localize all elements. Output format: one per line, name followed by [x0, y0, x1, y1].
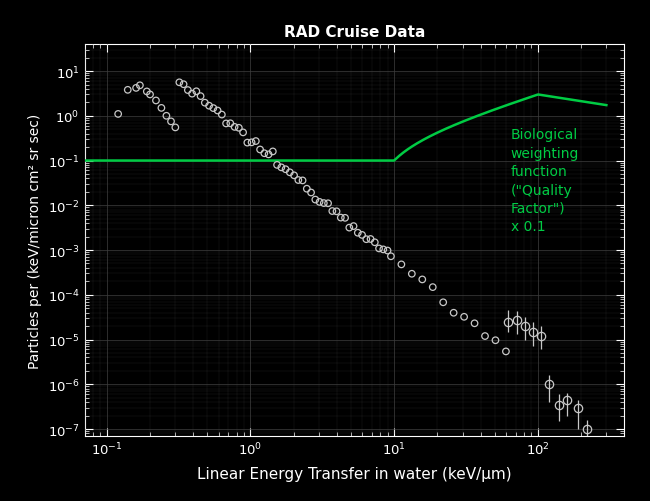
Point — [318, 200, 329, 208]
Point — [361, 235, 372, 243]
Point — [370, 239, 380, 247]
Point — [382, 247, 393, 255]
Point — [315, 198, 325, 206]
Point — [135, 82, 145, 90]
Point — [293, 177, 304, 185]
Point — [131, 85, 141, 93]
Point — [357, 231, 367, 239]
Point — [500, 348, 511, 356]
Point — [352, 229, 363, 237]
Point — [225, 120, 235, 128]
Point — [251, 138, 261, 146]
Point — [438, 299, 448, 307]
Point — [448, 309, 459, 317]
Point — [374, 245, 384, 253]
Point — [344, 224, 354, 232]
Point — [123, 87, 133, 95]
Point — [365, 235, 376, 243]
Point — [297, 177, 307, 185]
Point — [332, 208, 342, 216]
Point — [238, 129, 248, 137]
Point — [166, 118, 176, 126]
Point — [113, 111, 124, 119]
Point — [178, 81, 188, 89]
Point — [187, 91, 198, 99]
Text: Biological
weighting
function
("Quality
Factor")
x 0.1: Biological weighting function ("Quality … — [511, 128, 579, 234]
Point — [490, 337, 501, 345]
Point — [335, 214, 346, 222]
Point — [469, 320, 480, 328]
Point — [229, 124, 240, 132]
Point — [272, 161, 282, 169]
Point — [242, 139, 253, 147]
Point — [459, 313, 469, 321]
Point — [246, 139, 257, 147]
Point — [204, 103, 214, 111]
Point — [259, 150, 270, 158]
Title: RAD Cruise Data: RAD Cruise Data — [283, 25, 425, 40]
Point — [263, 151, 274, 159]
Point — [385, 253, 396, 261]
Point — [480, 332, 490, 340]
Point — [285, 169, 295, 177]
Point — [196, 93, 206, 101]
Point — [161, 113, 172, 121]
Point — [289, 172, 299, 180]
Point — [302, 185, 312, 193]
Point — [310, 196, 320, 204]
Point — [213, 107, 223, 115]
X-axis label: Linear Energy Transfer in water (keV/μm): Linear Energy Transfer in water (keV/μm) — [197, 465, 512, 480]
Point — [348, 222, 359, 230]
Point — [323, 200, 333, 208]
Point — [396, 261, 406, 269]
Point — [142, 88, 152, 96]
Point — [280, 166, 291, 174]
Point — [216, 111, 227, 119]
Point — [407, 270, 417, 278]
Y-axis label: Particles per (keV/micron cm² sr sec): Particles per (keV/micron cm² sr sec) — [28, 113, 42, 368]
Point — [233, 125, 244, 133]
Point — [417, 276, 428, 284]
Point — [208, 105, 218, 113]
Point — [156, 105, 166, 113]
Point — [255, 146, 265, 154]
Point — [268, 148, 278, 156]
Point — [170, 124, 181, 132]
Point — [221, 120, 231, 128]
Point — [200, 99, 210, 107]
Point — [428, 284, 438, 292]
Point — [191, 88, 202, 96]
Point — [306, 189, 317, 197]
Point — [183, 87, 193, 95]
Point — [174, 79, 185, 87]
Point — [145, 91, 155, 99]
Point — [340, 214, 350, 222]
Point — [151, 97, 161, 105]
Point — [276, 164, 287, 172]
Point — [327, 207, 337, 215]
Point — [378, 246, 389, 254]
